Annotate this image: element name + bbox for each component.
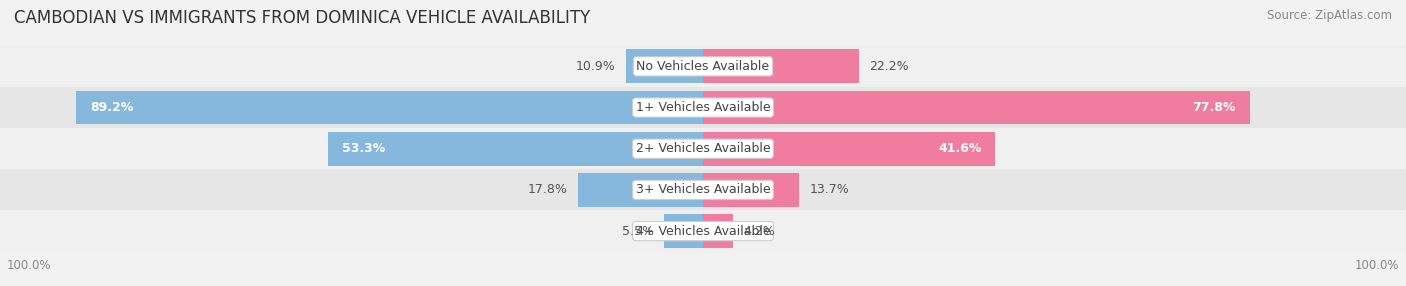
Text: 100.0%: 100.0% [1354, 259, 1399, 272]
Text: 13.7%: 13.7% [810, 183, 849, 196]
Bar [703, 132, 995, 166]
Bar [329, 132, 703, 166]
Bar [627, 49, 703, 83]
Text: CAMBODIAN VS IMMIGRANTS FROM DOMINICA VEHICLE AVAILABILITY: CAMBODIAN VS IMMIGRANTS FROM DOMINICA VE… [14, 9, 591, 27]
Text: 3+ Vehicles Available: 3+ Vehicles Available [636, 183, 770, 196]
Bar [703, 214, 733, 248]
Text: 41.6%: 41.6% [938, 142, 981, 155]
Bar [703, 173, 799, 207]
Text: 53.3%: 53.3% [343, 142, 385, 155]
Bar [665, 214, 703, 248]
Bar [703, 91, 1250, 124]
Text: 2+ Vehicles Available: 2+ Vehicles Available [636, 142, 770, 155]
Bar [578, 173, 703, 207]
Bar [0, 87, 1406, 128]
Text: 17.8%: 17.8% [527, 183, 568, 196]
Text: 5.5%: 5.5% [621, 225, 654, 238]
Text: 10.9%: 10.9% [576, 60, 616, 73]
Bar [703, 49, 859, 83]
Text: 4+ Vehicles Available: 4+ Vehicles Available [636, 225, 770, 238]
Text: Source: ZipAtlas.com: Source: ZipAtlas.com [1267, 9, 1392, 21]
Text: 22.2%: 22.2% [869, 60, 910, 73]
Text: 1+ Vehicles Available: 1+ Vehicles Available [636, 101, 770, 114]
Bar [0, 169, 1406, 210]
Text: 77.8%: 77.8% [1192, 101, 1236, 114]
Text: 4.2%: 4.2% [744, 225, 775, 238]
Bar [0, 46, 1406, 87]
Bar [0, 128, 1406, 169]
Bar [0, 210, 1406, 252]
Text: 100.0%: 100.0% [7, 259, 52, 272]
Text: No Vehicles Available: No Vehicles Available [637, 60, 769, 73]
Bar [76, 91, 703, 124]
Text: 89.2%: 89.2% [90, 101, 134, 114]
